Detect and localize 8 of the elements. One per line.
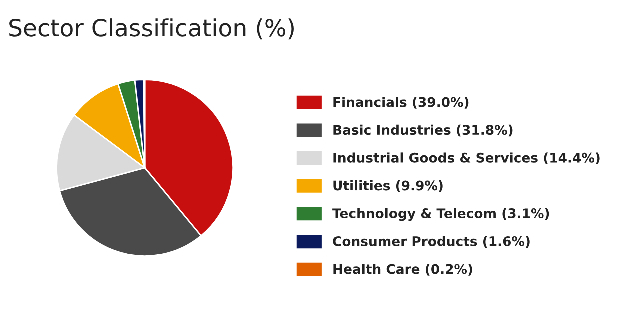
legend-label: Financials (39.0%) xyxy=(334,97,469,109)
legend-label: Basic Industries (31.8%) xyxy=(334,124,513,137)
legend-label: Health Care (0.2%) xyxy=(334,264,472,276)
legend-label: Consumer Products (1.6%) xyxy=(333,236,530,248)
legend-label: Utilities (9.9%) xyxy=(334,180,443,192)
legend-label: Industrial Goods & Services (14.4%) xyxy=(334,152,600,164)
chart-title: Sector Classification (%) xyxy=(10,18,294,40)
legend-label: Technology & Telecom (3.1%) xyxy=(332,208,550,222)
